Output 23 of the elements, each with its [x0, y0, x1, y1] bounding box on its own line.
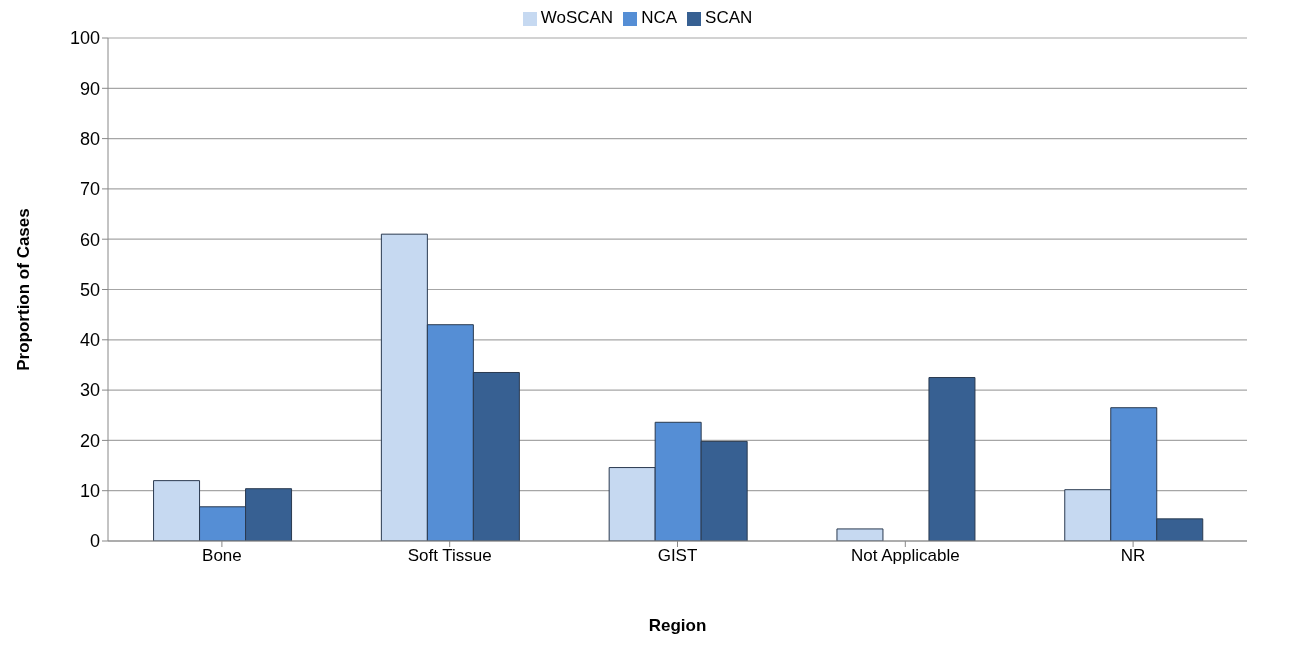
bar [928, 377, 976, 541]
x-tick-label: GIST [657, 546, 698, 566]
x-tick-label: NR [1120, 546, 1146, 566]
y-tick-label: 90 [79, 78, 100, 99]
y-tick-label: 0 [89, 531, 100, 552]
y-tick-label: 20 [79, 430, 100, 451]
y-axis-title: Proportion of Cases [14, 208, 34, 371]
y-tick-label: 70 [79, 179, 100, 200]
x-axis-title: Region [648, 616, 707, 635]
y-tick-label: 30 [79, 380, 100, 401]
x-tick-label: Soft Tissue [407, 546, 492, 566]
y-tick-label: 50 [79, 279, 100, 300]
y-tick-label: 60 [79, 229, 100, 250]
y-tick-label: 10 [79, 481, 100, 502]
legend-label: WoSCAN [540, 8, 614, 27]
legend-label: NCA [641, 8, 678, 27]
bar [836, 528, 884, 541]
x-tick-label: Bone [202, 546, 242, 566]
y-tick-label: 100 [69, 28, 100, 49]
y-tick-label: 80 [79, 128, 100, 149]
x-tick-label: Not Applicable [850, 546, 960, 566]
legend-label: SCAN [705, 8, 753, 27]
y-tick-label: 40 [79, 330, 100, 351]
